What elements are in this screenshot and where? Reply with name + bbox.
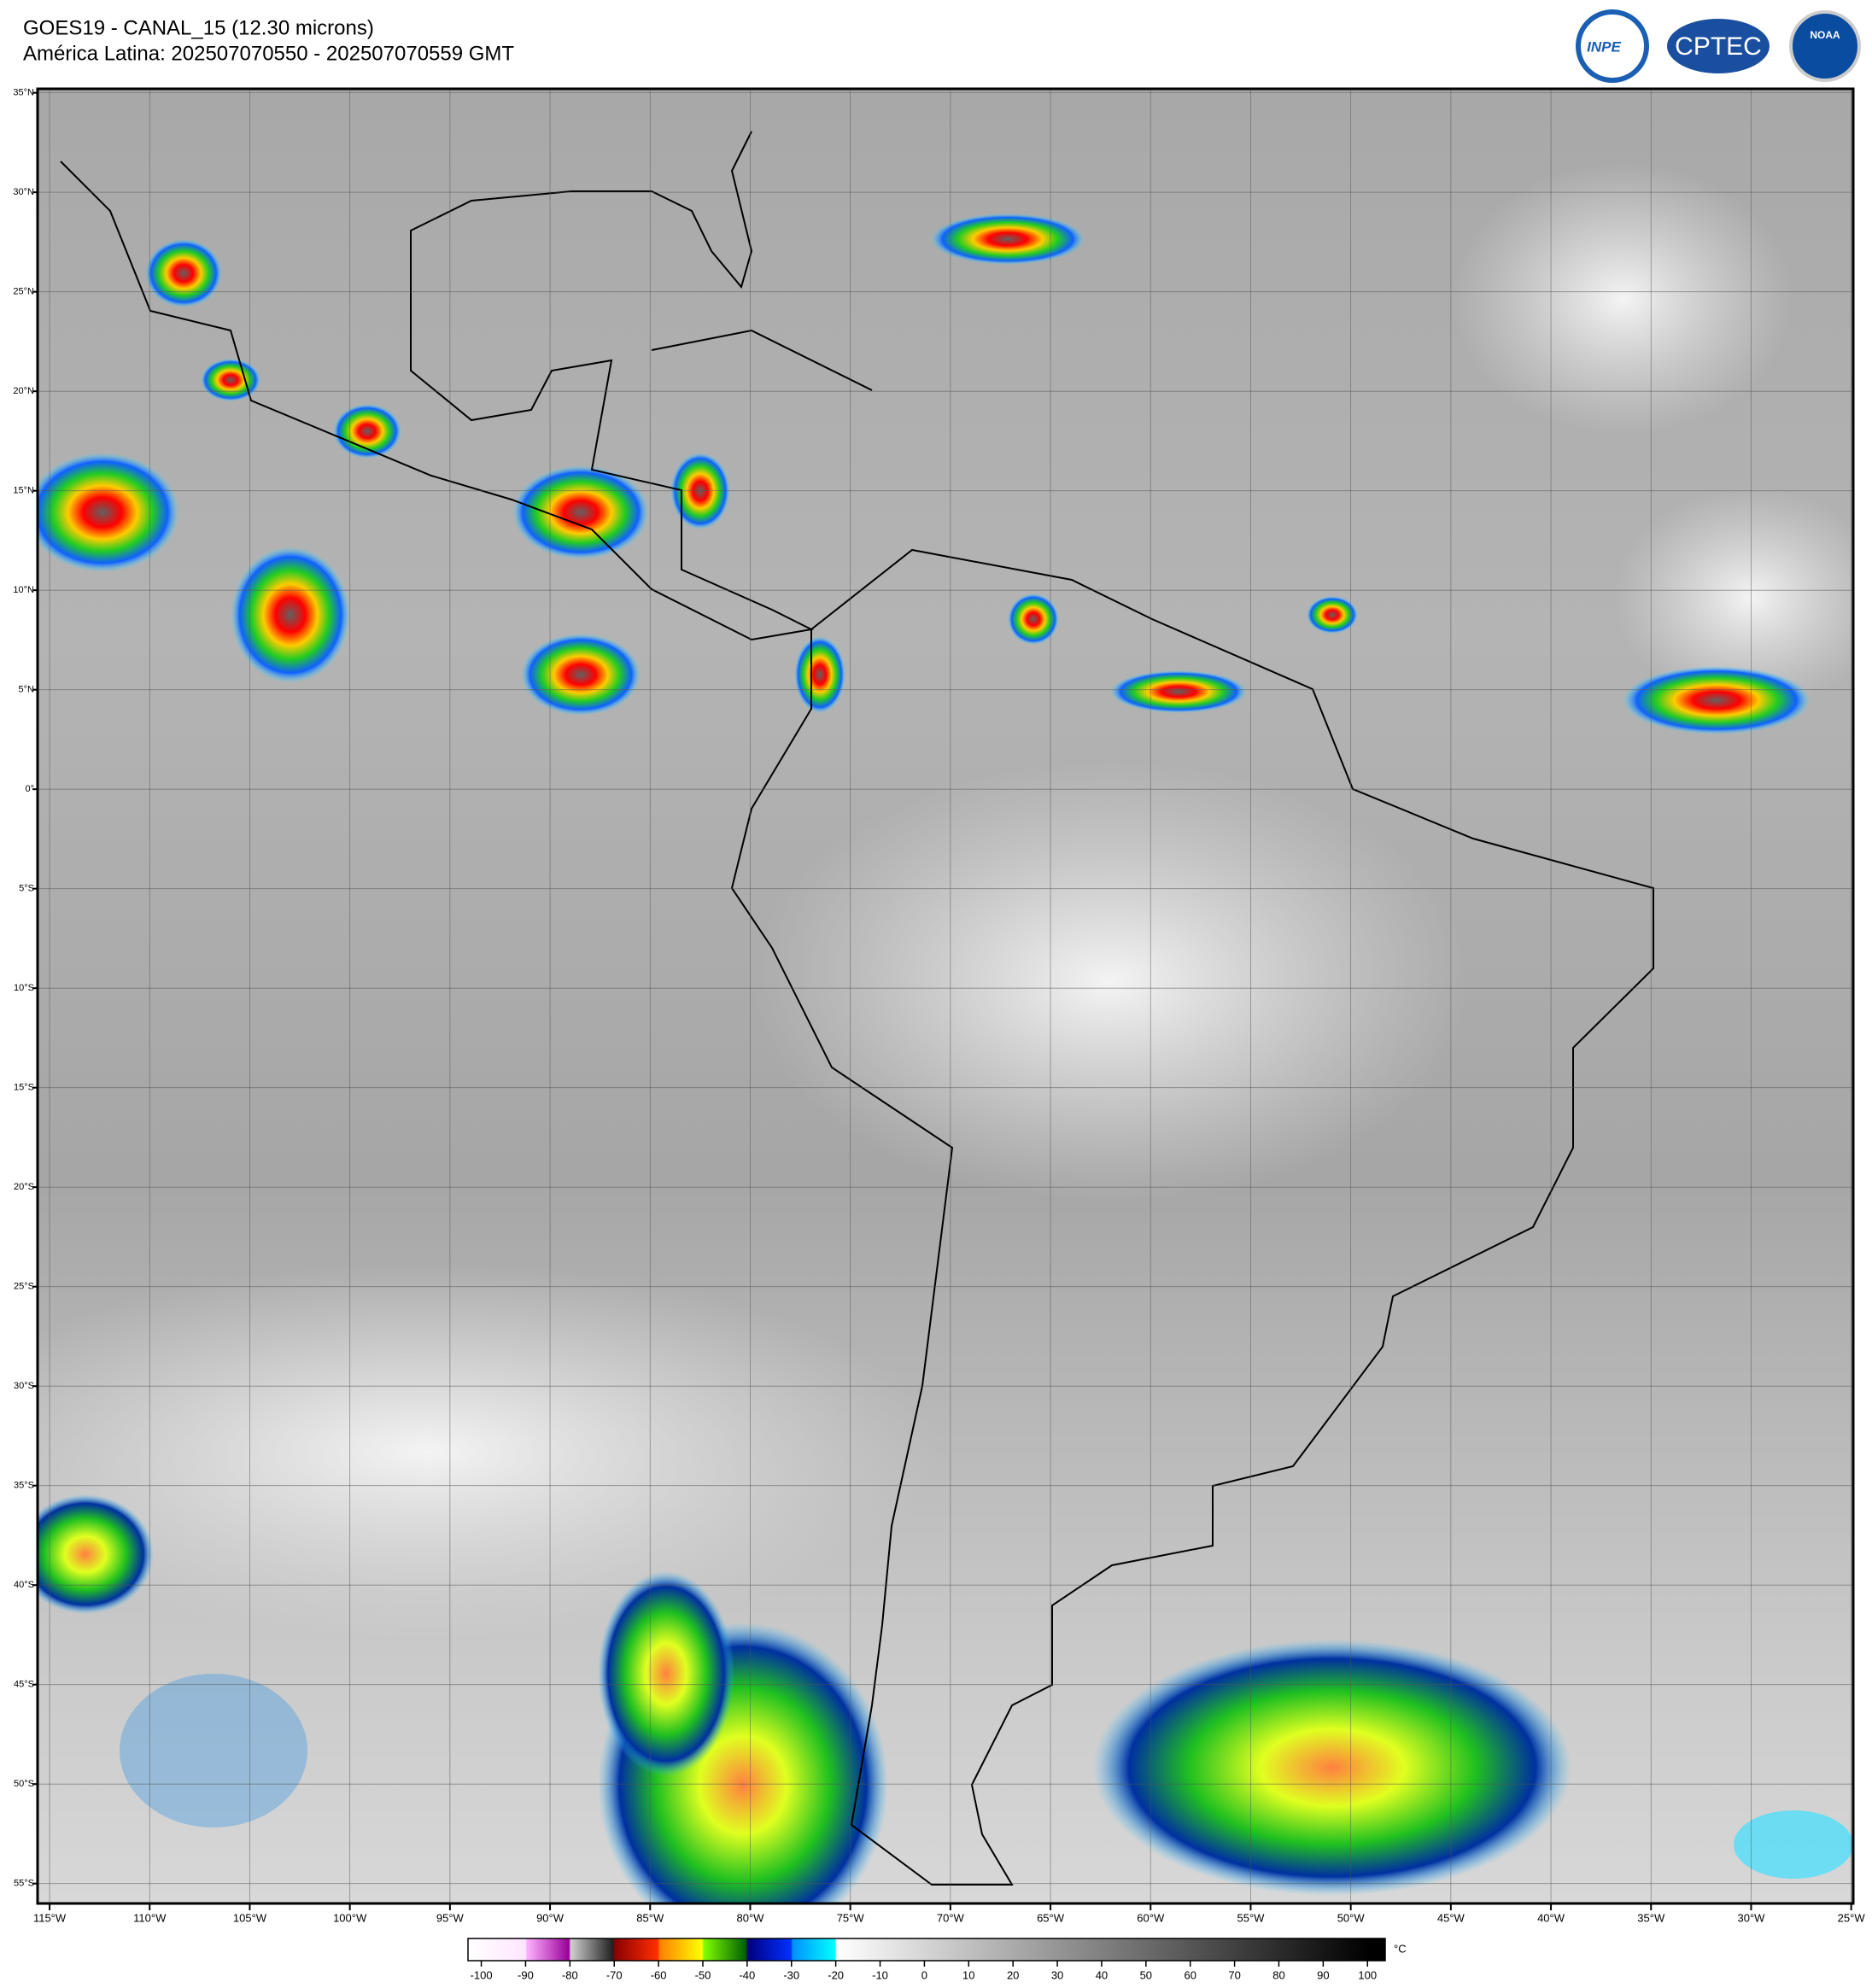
title: GOES19 - CANAL_15 (12.30 microns) [23,16,374,39]
lon-tick-label: 85°W [636,1911,664,1924]
lat-tick-label: 25°S [14,1282,34,1292]
coastline [651,329,873,391]
storm [521,634,641,716]
colorbar-tick-label: -20 [828,1968,844,1981]
lon-tick-label: 60°W [1137,1911,1165,1924]
cloud-band [120,1674,307,1827]
storm [1110,670,1247,713]
lat-tick-label: 15°S [14,1083,34,1093]
lat-tick-label: 35°S [14,1481,34,1491]
logo-text: CPTEC [1675,32,1762,61]
subtitle: América Latina: 202507070550 - 202507070… [23,42,514,65]
colorbar-tick-label: 40 [1096,1968,1108,1981]
lat-tick-label: 5°N [19,685,35,695]
colorbar [467,1938,1386,1962]
logo-noaa [1789,10,1861,82]
storm [512,465,649,559]
colorbar-tick-label: 90 [1317,1968,1329,1981]
lon-tick-label: 65°W [1037,1911,1065,1924]
lat-tick-label: 40°S [14,1580,34,1590]
lat-tick-label: 0° [25,784,34,794]
colorbar-tick-label: -70 [606,1968,623,1981]
lon-tick-label: 95°W [436,1911,465,1924]
cloud [38,1264,939,1640]
colorbar-tick-label: -80 [562,1968,578,1981]
lon-tick-label: 40°W [1537,1911,1565,1924]
colorbar-tick-label: 10 [962,1968,974,1981]
storm [1623,666,1811,734]
storm [231,547,350,683]
colorbar-tick-label: -30 [783,1968,799,1981]
lon-tick-label: 90°W [536,1911,565,1924]
storm [201,359,260,401]
colorbar-tick-label: 80 [1272,1968,1284,1981]
lat-tick-label: 35°N [13,88,34,98]
colorbar-tick-label: 60 [1184,1968,1196,1981]
colorbar-unit: °C [1394,1942,1407,1955]
colorbar-tick-label: 30 [1051,1968,1063,1981]
colorbar-tick-label: -50 [695,1968,711,1981]
lat-tick-label: 20°S [14,1182,34,1192]
cloud-band [598,1571,734,1776]
lon-tick-label: 100°W [333,1911,367,1924]
lat-tick-label: 20°N [13,386,34,396]
lon-tick-label: 25°W [1838,1911,1866,1924]
colorbar-tick-label: -60 [651,1968,667,1981]
colorbar-tick-label: 20 [1007,1968,1019,1981]
lon-tick-label: 30°W [1737,1911,1765,1924]
colorbar-tick-label: -10 [872,1968,888,1981]
storm [38,453,179,572]
lon-tick-label: 55°W [1237,1911,1265,1924]
colorbar-tick-label: 70 [1228,1968,1240,1981]
logos: INPE CPTEC NOAA [1576,9,1861,83]
cloud [752,760,1469,1204]
lat-tick-label: 10°S [14,983,34,993]
colorbar-tick-label: 50 [1140,1968,1152,1981]
lat-tick-label: 50°S [14,1779,34,1789]
colorbar-tick-label: 100 [1358,1968,1377,1981]
lon-tick-label: 80°W [736,1911,764,1924]
logo-inpe [1576,9,1649,83]
cloud [1452,162,1793,436]
cloud-band [1734,1810,1853,1879]
storm [794,636,845,713]
cloud [1614,487,1853,709]
lon-tick-label: 70°W [937,1911,965,1924]
coastline [60,131,815,641]
cloud-band [1093,1640,1571,1896]
colorbar-tick-label: -90 [518,1968,534,1981]
storm [931,213,1085,265]
lat-tick-label: 55°S [14,1879,34,1889]
logo-text: INPE [1587,38,1621,55]
lon-tick-label: 115°W [33,1911,67,1924]
coastline [730,548,1654,1886]
logo-cptec [1667,19,1770,73]
lat-tick-label: 30°N [13,187,34,197]
lat-tick-label: 5°S [19,884,34,894]
lon-tick-label: 110°W [133,1911,167,1924]
lat-tick-label: 45°S [14,1680,34,1690]
lon-tick-label: 105°W [233,1911,267,1924]
storm [1008,593,1059,645]
lat-tick-label: 10°N [13,585,34,595]
colorbar-tick-label: -40 [739,1968,755,1981]
colorbar-tick-label: -100 [471,1968,493,1981]
lat-tick-label: 30°S [14,1381,34,1391]
storm [145,239,222,307]
colorbar-tick-label: 0 [921,1968,927,1981]
lon-tick-label: 35°W [1637,1911,1665,1924]
lon-tick-label: 75°W [837,1911,865,1924]
cloud-band [38,1494,154,1614]
storm [333,404,401,459]
storm [1307,596,1358,634]
lat-tick-label: 25°N [13,287,34,297]
lat-tick-label: 15°N [13,486,34,496]
lon-tick-label: 45°W [1437,1911,1465,1924]
lon-tick-label: 50°W [1337,1911,1366,1924]
satellite-image [38,89,1853,1903]
map-frame [36,87,1855,1905]
logo-text: NOAA [1810,29,1840,41]
